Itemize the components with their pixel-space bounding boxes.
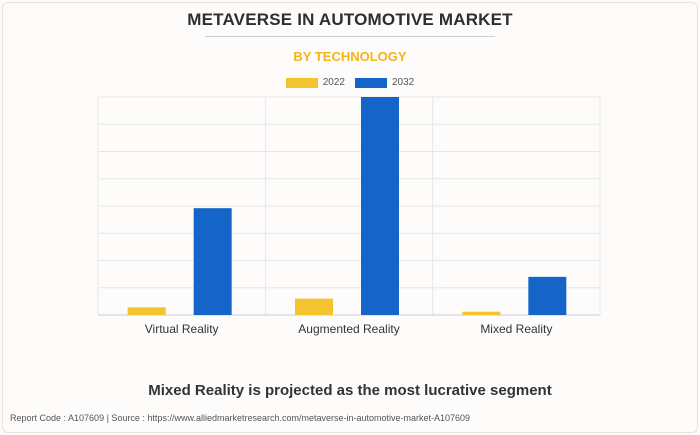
- legend-swatch-2032: [355, 77, 387, 88]
- x-tick-label: Virtual Reality: [145, 322, 219, 336]
- bar-2022-mixed-reality: [462, 311, 501, 315]
- x-tick-label: Augmented Reality: [298, 322, 399, 336]
- chart-title: METAVERSE IN AUTOMOTIVE MARKET: [187, 10, 513, 29]
- bar-2022-augmented-reality: [295, 298, 333, 315]
- bar-2032-virtual-reality: [193, 208, 232, 315]
- legend-label-2022: 2022: [322, 77, 345, 88]
- chart-legend: 2022 2032: [0, 77, 700, 88]
- chart-subtitle: BY TECHNOLOGY: [293, 49, 407, 64]
- footer-source: Report Code : A107609 | Source : https:/…: [10, 413, 471, 423]
- bar-2032-augmented-reality: [361, 97, 399, 315]
- legend-item-2022: 2022: [285, 77, 345, 88]
- bar-chart-plot: Virtual Reality Augmented Reality Mixed Re…: [97, 96, 601, 336]
- bar-2022-virtual-reality: [127, 307, 166, 315]
- legend-item-2032: 2032: [355, 77, 414, 88]
- x-tick-label: Mixed Reality: [480, 322, 552, 336]
- legend-swatch-2022: [285, 77, 318, 88]
- footer-message: Mixed Reality is projected as the most l…: [148, 382, 552, 399]
- bar-2032-mixed-reality: [528, 276, 567, 315]
- legend-label-2032: 2032: [392, 77, 415, 88]
- title-divider: [205, 36, 495, 37]
